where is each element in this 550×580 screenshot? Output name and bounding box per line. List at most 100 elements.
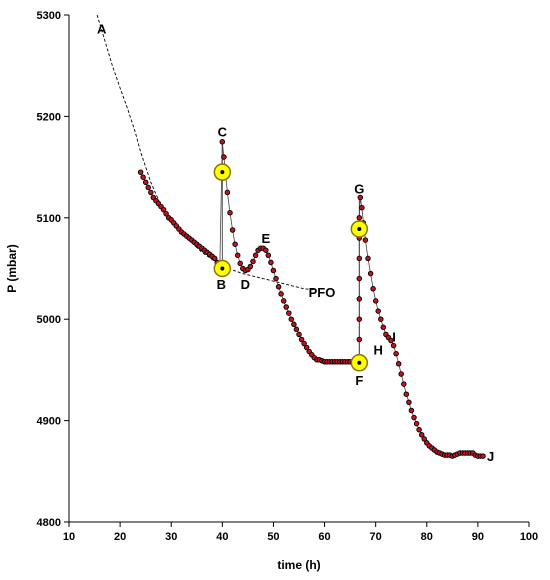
data-point: [148, 189, 154, 196]
y-tick-label: 4800: [37, 517, 61, 529]
axes: 10 20 30 40 50 60 70 80 90 100 4800 4900 5000 5100 520…: [5, 10, 538, 572]
x-tick-label: 40: [216, 531, 228, 543]
data-point: [303, 344, 310, 351]
data-point: [421, 436, 427, 442]
data-point: [356, 255, 363, 262]
highlight-marker-f: [350, 354, 369, 372]
y-tick-label: 5000: [37, 314, 61, 326]
data-point: [160, 206, 167, 213]
data-point: [291, 321, 297, 328]
data-point: [227, 209, 233, 216]
data-point: [270, 267, 277, 274]
data-point: [365, 255, 371, 262]
x-tick-label: 70: [370, 531, 382, 543]
highlight-center: [357, 226, 362, 231]
x-tick-label: 10: [63, 531, 75, 543]
data-point: [275, 284, 282, 290]
data-point: [356, 215, 363, 221]
data-point: [298, 336, 305, 343]
data-point: [250, 258, 256, 265]
data-point: [356, 275, 363, 282]
point-label-j: J: [487, 449, 494, 464]
highlight-marker-g: [350, 220, 369, 238]
point-label-g: G: [354, 181, 364, 196]
y-axis-title: P (mbar): [5, 244, 19, 292]
point-label-f: F: [355, 373, 363, 388]
highlight-center: [220, 266, 225, 271]
data-point: [280, 298, 287, 304]
y-tick-label: 5200: [37, 111, 61, 123]
data-point: [286, 310, 292, 316]
data-point: [278, 291, 284, 297]
x-axis-title: time (h): [277, 558, 320, 572]
x-tick-label: 100: [520, 531, 538, 543]
data-point: [142, 179, 149, 186]
x-tick-label: 50: [267, 531, 279, 543]
x-tick-label: 80: [421, 531, 433, 543]
data-point: [393, 350, 399, 357]
data-point: [395, 361, 402, 367]
highlight-marker-c: [213, 163, 232, 181]
point-label-pfo: PFO: [309, 285, 336, 300]
data-point: [283, 304, 289, 310]
point-labels: A C B D E PFO G FHI J: [97, 21, 494, 464]
data-point: [288, 316, 295, 322]
data-point: [301, 340, 307, 347]
data-point: [137, 169, 144, 175]
highlight-marker-b: [213, 259, 232, 278]
data-point: [403, 391, 410, 397]
point-label-i: I: [392, 330, 396, 345]
data-point: [367, 270, 374, 277]
data-point: [406, 399, 412, 406]
data-point: [372, 298, 379, 304]
point-label-a: A: [97, 21, 107, 36]
data-point: [234, 252, 241, 259]
data-point: [480, 453, 486, 459]
x-tick-label: 90: [472, 531, 484, 543]
data-point: [390, 342, 397, 349]
data-point: [380, 324, 387, 331]
data-point: [418, 432, 425, 438]
data-point: [237, 260, 243, 267]
data-point: [375, 308, 381, 314]
x-tick-label: 20: [114, 531, 126, 543]
y-tick-label: 5100: [37, 213, 61, 225]
data-point: [356, 316, 363, 322]
data-point: [140, 174, 146, 180]
data-point: [163, 210, 169, 217]
point-label-h: H: [374, 343, 383, 358]
data-point: [145, 184, 151, 191]
point-label-d: D: [241, 277, 250, 292]
data-point: [398, 371, 404, 377]
data-point: [224, 189, 231, 196]
x-tick-label: 30: [165, 531, 177, 543]
data-point: [232, 241, 238, 247]
y-tick-label: 4900: [37, 416, 61, 428]
data-point: [229, 227, 236, 233]
point-label-e: E: [261, 231, 270, 246]
highlight-center: [220, 170, 225, 175]
data-point: [401, 381, 407, 387]
data-point: [356, 296, 363, 302]
data-point: [252, 252, 259, 259]
point-label-b: B: [217, 277, 226, 292]
data-point: [388, 337, 394, 344]
data-point: [359, 204, 365, 211]
data-point: [370, 286, 376, 292]
data-point: [263, 247, 269, 253]
x-tick-label: 60: [318, 531, 330, 543]
data-point: [413, 420, 420, 427]
data-point: [416, 426, 422, 433]
data-point: [293, 326, 300, 333]
data-point: [356, 336, 363, 343]
point-label-c: C: [218, 125, 228, 140]
data-point: [411, 414, 417, 421]
data-point: [211, 255, 218, 262]
data-point: [247, 263, 254, 270]
data-point: [219, 139, 226, 145]
y-tick-label: 5300: [37, 10, 61, 22]
data-point: [265, 252, 272, 259]
data-point: [362, 237, 369, 243]
